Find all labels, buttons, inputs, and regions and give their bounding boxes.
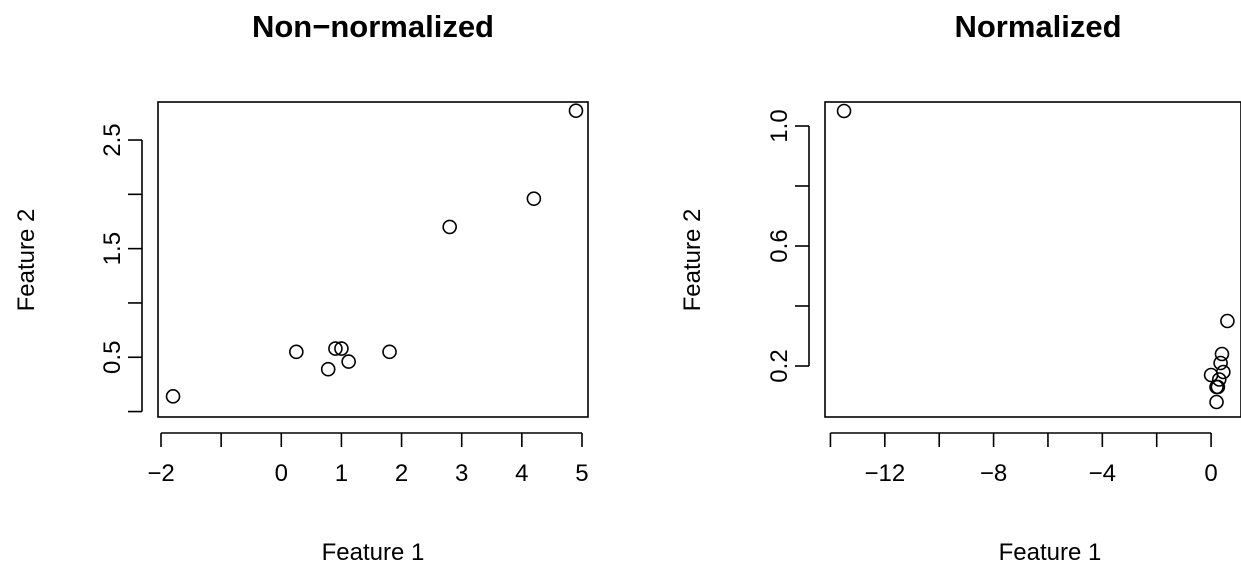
data-point: [526, 191, 542, 206]
data-point: [568, 103, 584, 118]
x-tick-label: −12: [864, 460, 905, 487]
data-point: [382, 344, 397, 360]
axis-ticks: −12 −8 −4 0 0.2 0.6 1.0: [766, 109, 1218, 487]
x-tick-label: 3: [455, 460, 468, 487]
panel-non-normalized: Non−normalized Feature 1 Feature 2 −2 0 1 2…: [13, 9, 589, 566]
y-axis-label: Feature 2: [679, 209, 706, 312]
x-tick-label: 0: [275, 460, 288, 487]
data-point: [1214, 346, 1230, 362]
x-tick-label: 4: [515, 460, 528, 487]
chart-title: Non−normalized: [252, 9, 494, 44]
y-tick-label: 0.5: [99, 341, 126, 374]
y-tick-label: 1.5: [99, 232, 126, 265]
data-point: [1220, 313, 1235, 329]
data-point: [334, 341, 349, 356]
y-axis-label: Feature 2: [13, 209, 40, 312]
data-point: [320, 361, 336, 377]
x-tick-label: −4: [1089, 460, 1116, 487]
data-point: [1211, 372, 1227, 387]
x-tick-label: 0: [1204, 460, 1217, 487]
x-axis-label: Feature 1: [999, 539, 1102, 566]
data-points: [836, 103, 1235, 410]
x-tick-label: 5: [575, 460, 588, 487]
data-point: [328, 341, 343, 356]
plot-frame: [157, 101, 589, 418]
data-point: [289, 344, 304, 360]
plot-frame: [824, 101, 1241, 418]
axis-ticks: −2 0 1 2 3 4 5 0.5 1.5 2.5: [99, 123, 589, 487]
data-point: [442, 219, 457, 235]
y-tick-label: 0.2: [766, 349, 793, 382]
panel-normalized: Normalized Feature 1 Feature 2 −12 −8 −4 0 0…: [679, 9, 1241, 566]
x-axis-label: Feature 1: [322, 539, 425, 566]
x-tick-label: −2: [147, 460, 174, 487]
data-points: [165, 103, 584, 404]
data-point: [1209, 394, 1224, 410]
data-point: [341, 354, 356, 369]
data-point: [1210, 379, 1226, 395]
y-tick-label: 1.0: [766, 109, 793, 142]
x-tick-label: 2: [395, 460, 408, 487]
y-tick-label: 2.5: [99, 123, 126, 156]
data-point: [836, 103, 852, 119]
data-point: [165, 389, 181, 404]
chart-title: Normalized: [954, 9, 1121, 44]
x-tick-label: 1: [335, 460, 348, 487]
data-point: [1216, 364, 1231, 380]
data-point: [1213, 355, 1228, 371]
y-tick-label: 0.6: [766, 229, 793, 262]
x-tick-label: −8: [980, 460, 1007, 487]
